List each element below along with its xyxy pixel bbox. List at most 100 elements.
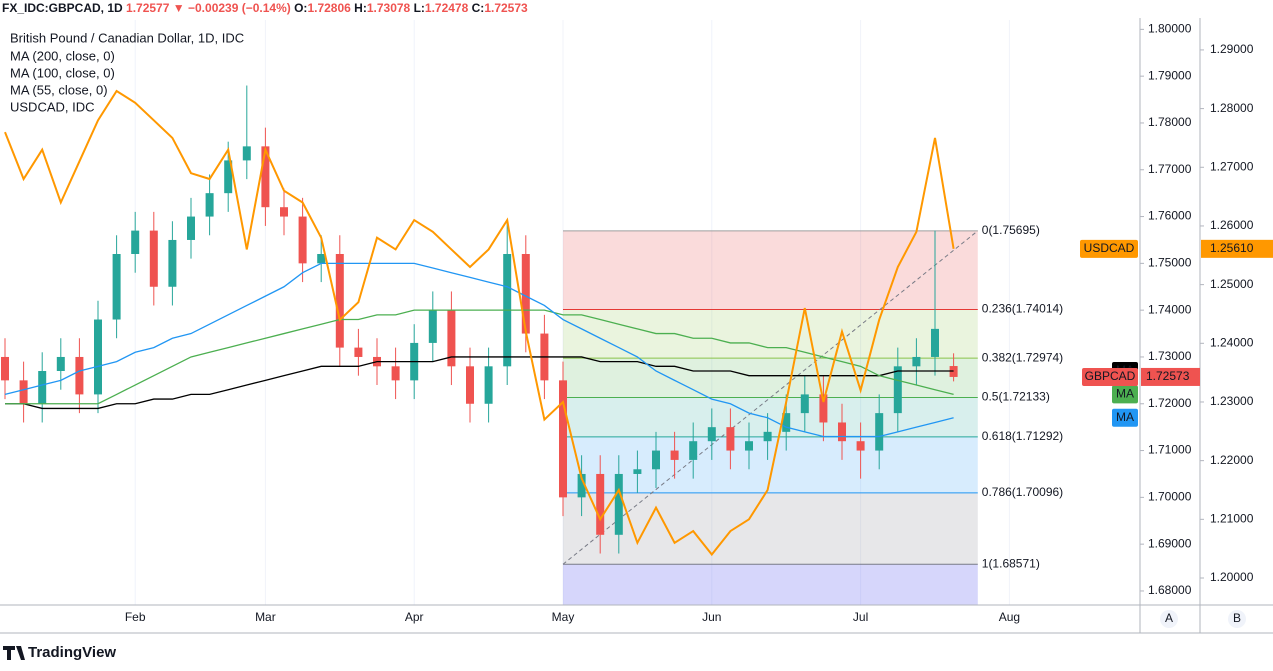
y2-tick-label: 1.28000 (1210, 101, 1254, 115)
candle-body (280, 207, 288, 217)
candle-body (745, 441, 753, 451)
fib-zone (563, 492, 978, 565)
y2-tick-label: 1.21000 (1210, 512, 1254, 526)
ohlc-value: 1.72806 (307, 1, 351, 15)
candle-body (763, 431, 772, 442)
y2-tick-label: 1.26000 (1210, 218, 1254, 232)
candle-body (354, 347, 363, 357)
candle-body (1, 356, 9, 381)
symbol-tag-label: GBPCAD (1085, 369, 1136, 383)
series-tag (1112, 385, 1138, 404)
x-tick-label: Feb (125, 610, 146, 624)
y2-tick-label: 1.29000 (1210, 42, 1254, 56)
candle-body (856, 441, 865, 451)
fib-zone (563, 358, 978, 398)
candle-body (689, 441, 698, 460)
candle-body (912, 356, 921, 367)
candle-body (577, 473, 586, 498)
ohlc-label: O: (294, 1, 307, 15)
series-tag (1112, 408, 1138, 427)
axis-button[interactable]: A (1165, 611, 1173, 625)
candle-body (261, 146, 270, 208)
candle-body (317, 254, 326, 264)
price-tag (1201, 239, 1273, 258)
legend-item[interactable]: MA (100, close, 0) (10, 65, 115, 80)
price-tag-label: 1.72573 (1146, 369, 1190, 383)
y-tick-label: 1.78000 (1148, 115, 1192, 129)
button-bg (1228, 610, 1246, 628)
y-tick-label: 1.69000 (1148, 536, 1192, 550)
candle-body (875, 413, 884, 451)
candle-body (800, 394, 809, 414)
axis-button[interactable]: B (1233, 611, 1241, 625)
fib-trend (562, 230, 979, 565)
candle-body (931, 328, 939, 357)
candle-body (559, 380, 567, 498)
series-line (4, 89, 955, 557)
series-tag-label: USDCAD (1084, 241, 1135, 255)
price-tag (1141, 367, 1200, 386)
candle-body (633, 469, 642, 474)
y2-tick-label: 1.25000 (1210, 277, 1254, 291)
candle-body (484, 366, 493, 404)
change: −0.00239 (−0.14%) (188, 1, 291, 15)
candle-body (242, 146, 251, 161)
candle-body (521, 254, 530, 334)
candle-body (94, 319, 102, 395)
y-tick-label: 1.72000 (1148, 396, 1192, 410)
legend-title[interactable]: British Pound / Canadian Dollar, 1D, IDC (10, 30, 244, 45)
fib-zone (563, 309, 978, 359)
candle-body (75, 356, 84, 395)
series-line (5, 356, 954, 410)
symbol-tag (1082, 367, 1138, 386)
legend-item[interactable]: MA (55, close, 0) (10, 82, 108, 97)
candle-body (131, 230, 140, 254)
logo-icon (3, 646, 25, 660)
fib-label: 0.786(1.70096) (982, 485, 1063, 499)
series-tag-label: MA (1116, 410, 1134, 424)
legend-item[interactable]: USDCAD, IDC (10, 99, 95, 114)
x-tick-label: Jul (853, 610, 868, 624)
candle-body (19, 380, 28, 404)
candle-body (112, 254, 121, 320)
y2-tick-label: 1.24000 (1210, 335, 1254, 349)
brand[interactable]: TradingView (28, 644, 116, 661)
y2-tick-label: 1.22000 (1210, 453, 1254, 467)
y-tick-label: 1.74000 (1148, 302, 1192, 316)
arrow: ▼ (173, 1, 185, 15)
candle-body (298, 216, 307, 264)
y-tick-label: 1.70000 (1148, 490, 1192, 504)
series-tag (1080, 239, 1138, 258)
price-tag-label: 1.25610 (1210, 241, 1254, 255)
ohlc-value: 1.72478 (425, 1, 469, 15)
candle-body (707, 427, 716, 442)
symbol: FX_IDC:GBPCAD, 1D 1.72577 ▼ −0.00239 (−0… (2, 1, 528, 15)
candle-body (652, 450, 660, 470)
candle-body (187, 216, 195, 240)
ohlc-label: H: (354, 1, 367, 15)
candle-body (168, 239, 177, 287)
y2-tick-label: 1.23000 (1210, 394, 1254, 408)
fib-zone (563, 230, 978, 310)
fib-zone (563, 397, 978, 437)
legend-item[interactable]: MA (200, close, 0) (10, 48, 115, 63)
ohlc-label: C: (472, 1, 485, 15)
symbol-text: FX_IDC:GBPCAD, 1D (2, 1, 123, 15)
x-tick-label: Apr (405, 610, 424, 624)
fib-label: 1(1.68571) (982, 556, 1040, 570)
candle-body (670, 450, 679, 460)
candle-body (149, 230, 158, 287)
y-tick-label: 1.73000 (1148, 349, 1192, 363)
candle-body (335, 254, 344, 348)
y-tick-label: 1.68000 (1148, 583, 1192, 597)
candle-body (56, 356, 65, 371)
candle-body (893, 366, 902, 414)
candle-body (596, 473, 605, 535)
y-tick-label: 1.79000 (1148, 68, 1192, 82)
y2-tick-label: 1.27000 (1210, 159, 1254, 173)
ohlc-value: 1.73078 (367, 1, 411, 15)
series-line (4, 262, 954, 438)
button-bg (1160, 610, 1178, 628)
y-tick-label: 1.76000 (1148, 209, 1192, 223)
candle-body (205, 193, 214, 217)
